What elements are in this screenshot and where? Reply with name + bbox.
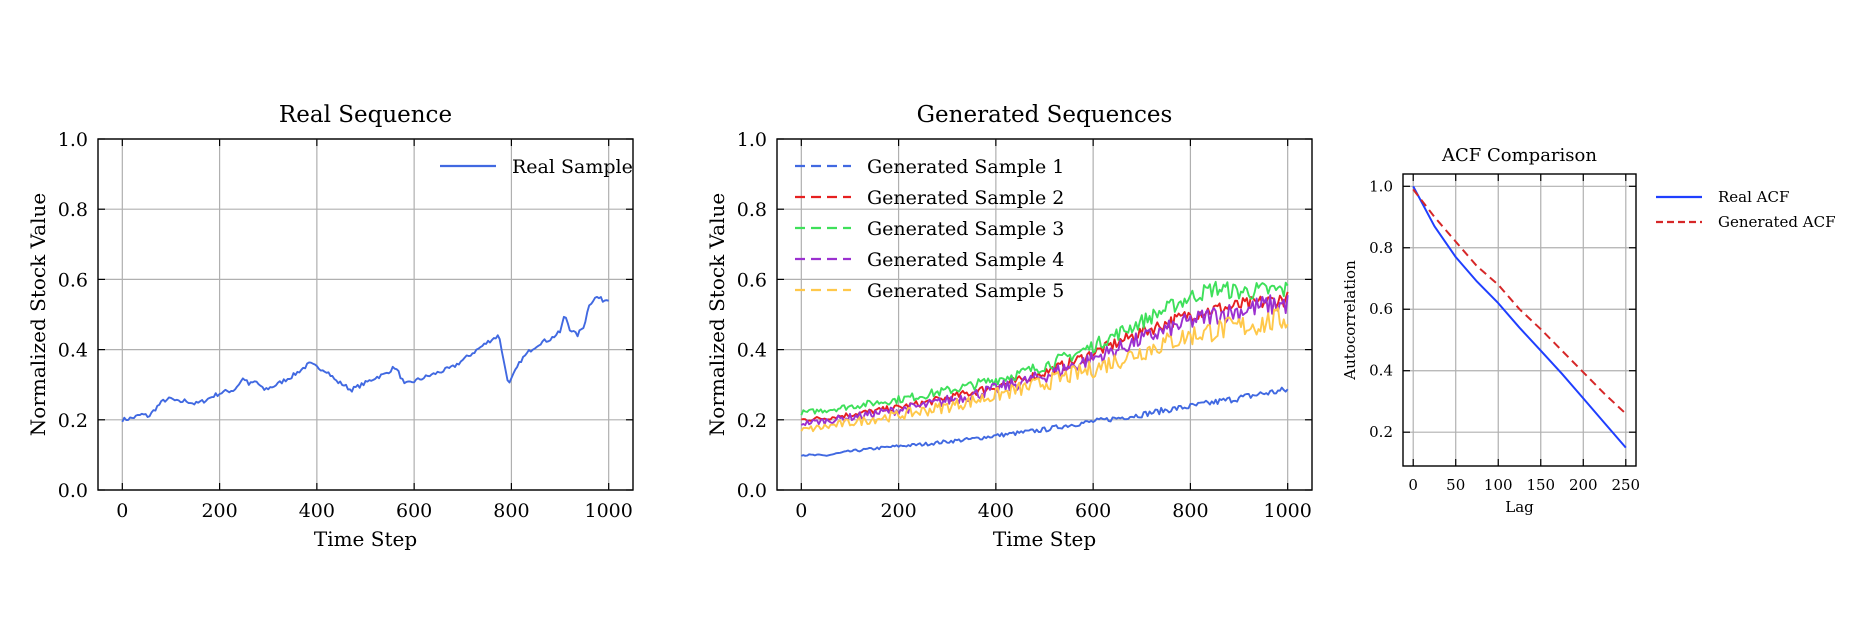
chart-title: Generated Sequences: [917, 102, 1173, 128]
y-tick-label: 1.0: [737, 129, 767, 151]
plot-frame: [97, 138, 634, 491]
x-tick-label: 150: [1526, 476, 1555, 494]
x-tick-label: 600: [396, 500, 432, 522]
plot-frame: [776, 138, 1313, 491]
y-tick-label: 0.6: [58, 269, 88, 291]
series-line-2: [1412, 188, 1627, 415]
x-tick-label: 400: [299, 500, 335, 522]
x-tick-label: 1000: [585, 500, 633, 522]
y-axis-label: Normalized Stock Value: [26, 193, 50, 436]
y-tick-label: 0.2: [58, 410, 88, 432]
y-axis-label: Normalized Stock Value: [705, 193, 729, 436]
plot-frame: [1402, 173, 1637, 467]
x-tick-label: 0: [795, 500, 807, 522]
y-axis-label: Autocorrelation: [1341, 260, 1359, 381]
y-tick-label: 0.4: [1369, 362, 1393, 380]
y-tick-label: 0.6: [1369, 300, 1393, 318]
x-tick-label: 200: [880, 500, 916, 522]
series-line-1: [121, 295, 609, 423]
real-sequence-panel: 0 200 400 600 800 1000 0.0 0.2 0.4 0.6 0.8 1.0 Real …: [26, 102, 634, 551]
legend-label-3: Generated Sample 3: [867, 218, 1064, 240]
series-line-4: [800, 294, 1289, 427]
x-tick-label: 1000: [1264, 500, 1312, 522]
y-tick-label: 0.0: [58, 480, 88, 502]
x-tick-label: 600: [1075, 500, 1111, 522]
legend-label-1: Real ACF: [1718, 188, 1789, 206]
y-tick-label: 0.8: [58, 199, 88, 221]
chart-title: Real Sequence: [279, 102, 452, 128]
chart-title: ACF Comparison: [1441, 145, 1597, 166]
legend-label-2: Generated Sample 2: [867, 187, 1064, 209]
generated-sequences-panel: 0 200 400 600 800 1000 0.0 0.2 0.4 0.6 0.8 1.0 Gener…: [705, 102, 1313, 551]
legend-label-2: Generated ACF: [1718, 213, 1836, 231]
x-axis-label: Lag: [1505, 498, 1534, 516]
x-tick-label: 800: [493, 500, 529, 522]
acf-comparison-panel: 0 50 100 150 200 250 0.2 0.4 0.6 0.8 1.0 ACF Compar…: [1341, 145, 1836, 516]
series-line-1: [800, 386, 1289, 457]
legend-label-1: Real Sample: [512, 156, 633, 178]
x-tick-label: 200: [201, 500, 237, 522]
series-line-5: [800, 307, 1289, 433]
legend-label-4: Generated Sample 4: [867, 249, 1064, 271]
y-tick-label: 0.4: [737, 340, 767, 362]
y-tick-label: 0.0: [737, 480, 767, 502]
series-line-1: [1412, 185, 1627, 449]
x-tick-label: 400: [978, 500, 1014, 522]
y-tick-label: 0.8: [737, 199, 767, 221]
x-tick-label: 800: [1172, 500, 1208, 522]
y-tick-label: 0.2: [1369, 423, 1393, 441]
y-tick-label: 1.0: [1369, 177, 1393, 195]
y-tick-label: 1.0: [58, 129, 88, 151]
y-tick-label: 0.8: [1369, 239, 1393, 257]
x-tick-label: 250: [1611, 476, 1640, 494]
y-tick-label: 0.4: [58, 340, 88, 362]
y-tick-label: 0.2: [737, 410, 767, 432]
legend-label-5: Generated Sample 5: [867, 280, 1064, 302]
x-tick-label: 0: [1408, 476, 1418, 494]
x-axis-label: Time Step: [314, 527, 417, 551]
x-axis-label: Time Step: [993, 527, 1096, 551]
legend-label-1: Generated Sample 1: [867, 156, 1064, 178]
y-tick-label: 0.6: [737, 269, 767, 291]
series-line-3: [800, 280, 1289, 416]
x-tick-label: 200: [1569, 476, 1598, 494]
x-tick-label: 0: [116, 500, 128, 522]
x-tick-label: 100: [1484, 476, 1513, 494]
x-tick-label: 50: [1446, 476, 1465, 494]
